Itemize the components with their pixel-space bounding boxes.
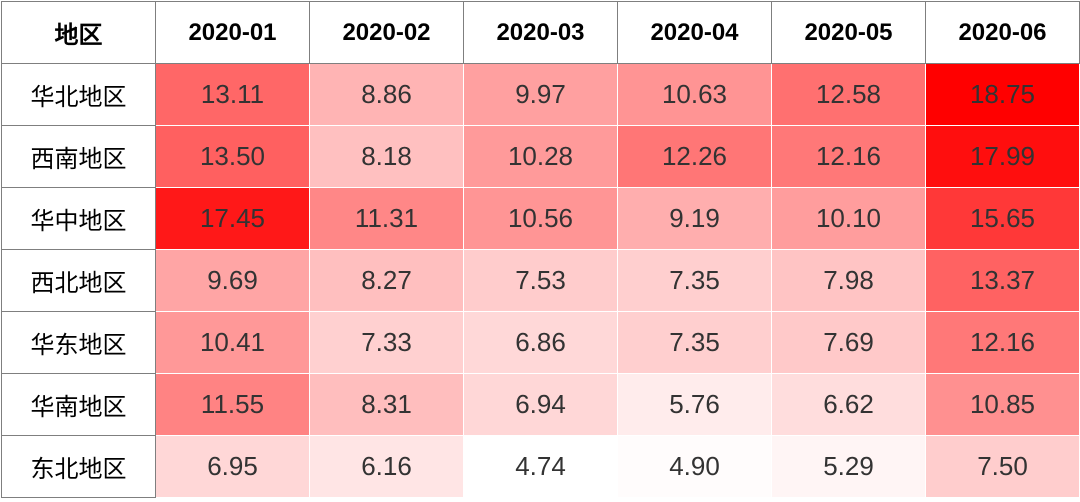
- heatmap-cell: 7.98: [771, 249, 926, 312]
- heatmap-cell: 10.63: [617, 63, 772, 126]
- row-header: 华东地区: [1, 311, 156, 374]
- heatmap-cell: 4.90: [617, 435, 772, 498]
- row-header: 华北地区: [1, 63, 156, 126]
- heatmap-cell: 17.45: [155, 187, 310, 250]
- heatmap-cell: 10.10: [771, 187, 926, 250]
- heatmap-cell: 13.37: [925, 249, 1080, 312]
- heatmap-cell: 7.33: [309, 311, 464, 374]
- heatmap-cell: 6.95: [155, 435, 310, 498]
- heatmap-cell: 6.62: [771, 373, 926, 436]
- heatmap-cell: 18.75: [925, 63, 1080, 126]
- heatmap-cell: 9.19: [617, 187, 772, 250]
- column-header: 2020-04: [617, 1, 772, 64]
- row-header: 华南地区: [1, 373, 156, 436]
- heatmap-cell: 8.27: [309, 249, 464, 312]
- column-header: 2020-06: [925, 1, 1080, 64]
- heatmap-cell: 12.16: [771, 125, 926, 188]
- heatmap-cell: 10.28: [463, 125, 618, 188]
- table-row: 华南地区 11.55 8.31 6.94 5.76 6.62 10.85: [1, 373, 1080, 436]
- heatmap-cell: 6.86: [463, 311, 618, 374]
- heatmap-cell: 5.76: [617, 373, 772, 436]
- heatmap-cell: 12.26: [617, 125, 772, 188]
- header-row: 地区 2020-01 2020-02 2020-03 2020-04 2020-…: [1, 1, 1080, 64]
- column-header: 2020-02: [309, 1, 464, 64]
- row-header: 西南地区: [1, 125, 156, 188]
- heatmap-cell: 11.55: [155, 373, 310, 436]
- heatmap-cell: 8.31: [309, 373, 464, 436]
- heatmap-cell: 12.58: [771, 63, 926, 126]
- heatmap-cell: 11.31: [309, 187, 464, 250]
- heatmap-cell: 9.69: [155, 249, 310, 312]
- heatmap-cell: 9.97: [463, 63, 618, 126]
- heatmap-cell: 5.29: [771, 435, 926, 498]
- table-row: 西南地区 13.50 8.18 10.28 12.26 12.16 17.99: [1, 125, 1080, 188]
- column-header: 2020-01: [155, 1, 310, 64]
- row-header: 西北地区: [1, 249, 156, 312]
- heatmap-cell: 13.50: [155, 125, 310, 188]
- heatmap-cell: 17.99: [925, 125, 1080, 188]
- table-row: 东北地区 6.95 6.16 4.74 4.90 5.29 7.50: [1, 435, 1080, 498]
- heatmap-cell: 15.65: [925, 187, 1080, 250]
- heatmap-cell: 7.35: [617, 311, 772, 374]
- table-row: 华北地区 13.11 8.86 9.97 10.63 12.58 18.75: [1, 63, 1080, 126]
- column-header: 2020-05: [771, 1, 926, 64]
- row-header: 华中地区: [1, 187, 156, 250]
- heatmap-cell: 10.85: [925, 373, 1080, 436]
- column-header: 2020-03: [463, 1, 618, 64]
- table-row: 华东地区 10.41 7.33 6.86 7.35 7.69 12.16: [1, 311, 1080, 374]
- corner-header: 地区: [1, 1, 156, 64]
- table-row: 华中地区 17.45 11.31 10.56 9.19 10.10 15.65: [1, 187, 1080, 250]
- heatmap-cell: 13.11: [155, 63, 310, 126]
- heatmap-cell: 10.41: [155, 311, 310, 374]
- heatmap-cell: 10.56: [463, 187, 618, 250]
- row-header: 东北地区: [1, 435, 156, 498]
- heatmap-cell: 7.35: [617, 249, 772, 312]
- heatmap-cell: 12.16: [925, 311, 1080, 374]
- table-row: 西北地区 9.69 8.27 7.53 7.35 7.98 13.37: [1, 249, 1080, 312]
- heatmap-cell: 4.74: [463, 435, 618, 498]
- heatmap-cell: 7.69: [771, 311, 926, 374]
- heatmap-cell: 6.16: [309, 435, 464, 498]
- heatmap-cell: 7.50: [925, 435, 1080, 498]
- heatmap-cell: 7.53: [463, 249, 618, 312]
- heatmap-cell: 8.18: [309, 125, 464, 188]
- heatmap-cell: 6.94: [463, 373, 618, 436]
- heatmap-cell: 8.86: [309, 63, 464, 126]
